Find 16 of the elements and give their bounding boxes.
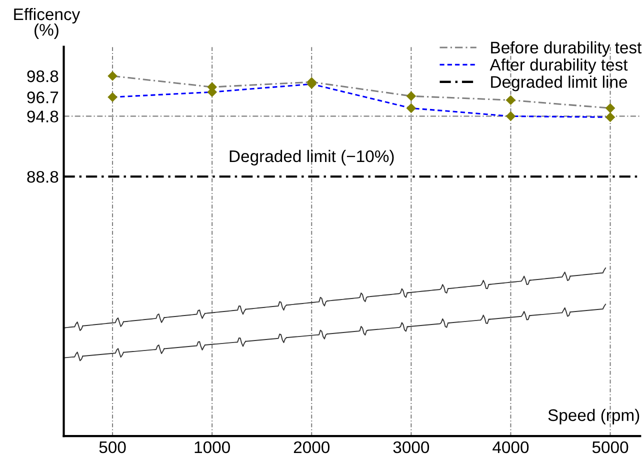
y-tick-label: 94.8 <box>27 110 58 122</box>
x-tick-label: 5000 <box>592 441 628 454</box>
legend-label: Degraded limit line <box>491 76 628 92</box>
y-tick-label: 98.8 <box>27 70 58 82</box>
x-tick-label: 500 <box>99 441 126 454</box>
x-tick-label: 3000 <box>393 441 430 454</box>
legend-label: Before durability test <box>491 41 642 57</box>
legend-label: After durability test <box>490 58 628 74</box>
annotation: Degraded limit (−10%) <box>230 150 394 166</box>
x-tick-label: 1000 <box>194 441 230 454</box>
x-tick-label: 4000 <box>492 441 529 454</box>
y-axis-title: Efficency (%) <box>14 8 80 40</box>
x-tick-label: 2000 <box>294 441 330 454</box>
y-tick-label: 96.7 <box>27 92 58 104</box>
x-axis-title: Speed (rpm) <box>548 408 640 424</box>
y-tick-label: 88.8 <box>27 170 58 183</box>
